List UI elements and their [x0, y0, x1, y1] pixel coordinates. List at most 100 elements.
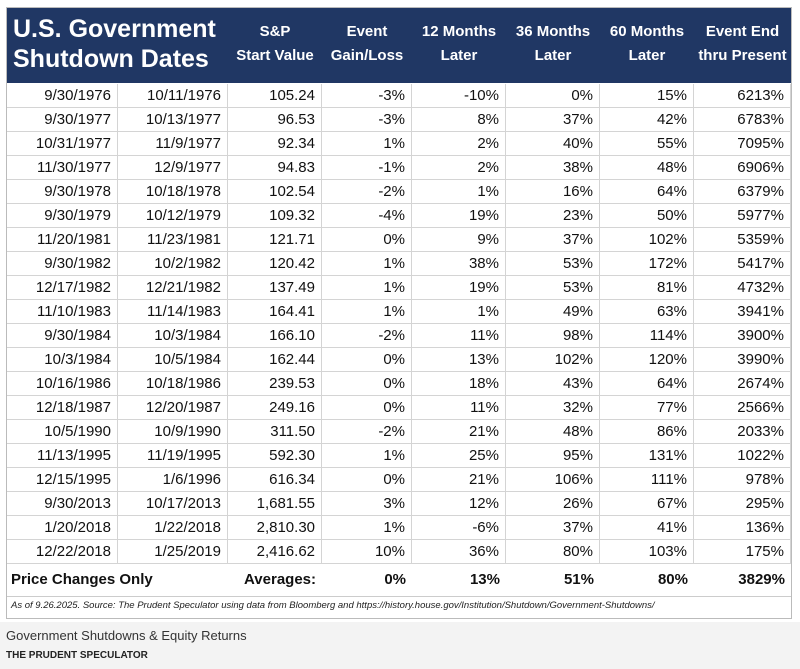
table-cell: -3% — [322, 108, 412, 132]
table-cell: 164.41 — [228, 300, 322, 324]
table-cell: 102.54 — [228, 180, 322, 204]
table-cell: 5417% — [694, 252, 791, 276]
table-cell: 10/16/1986 — [7, 372, 118, 396]
table-cell: 10/12/1979 — [118, 204, 228, 228]
table-cell: 12/15/1995 — [7, 468, 118, 492]
table-cell: 105.24 — [228, 84, 322, 108]
table-cell: 11/19/1995 — [118, 444, 228, 468]
table-cell: 120.42 — [228, 252, 322, 276]
table-cell: 40% — [506, 132, 600, 156]
column-header: S&P Start Value — [228, 8, 322, 83]
table-cell: 10/2/1982 — [118, 252, 228, 276]
table-cell: 13% — [412, 348, 506, 372]
table-cell: 64% — [600, 372, 694, 396]
header-line: Later — [628, 47, 666, 64]
table-cell: 11/23/1981 — [118, 228, 228, 252]
table-cell: 1/20/2018 — [7, 516, 118, 540]
table-cell: 11/10/1983 — [7, 300, 118, 324]
footnote: As of 9.26.2025. Source: The Prudent Spe… — [7, 596, 791, 614]
table-cell: 6783% — [694, 108, 791, 132]
table-cell: 63% — [600, 300, 694, 324]
table-cell: 10/5/1984 — [118, 348, 228, 372]
title-line: U.S. Government — [13, 15, 216, 43]
column-header: 36 Months Later — [506, 8, 600, 83]
table-cell: 12% — [412, 492, 506, 516]
table-title: U.S. Government Shutdown Dates — [7, 8, 228, 83]
table-cell: 10/18/1978 — [118, 180, 228, 204]
table-cell: 12/21/1982 — [118, 276, 228, 300]
table-cell: 21% — [412, 420, 506, 444]
table-cell: 43% — [506, 372, 600, 396]
table-cell: 1022% — [694, 444, 791, 468]
table-cell: 1% — [322, 252, 412, 276]
table-cell: 41% — [600, 516, 694, 540]
header-line: 12 Months — [421, 23, 497, 40]
table-cell: 4732% — [694, 276, 791, 300]
header-line: Gain/Loss — [330, 47, 404, 64]
table-cell: 166.10 — [228, 324, 322, 348]
average-value: 51% — [563, 571, 594, 588]
table-cell: 96.53 — [228, 108, 322, 132]
table-cell: 32% — [506, 396, 600, 420]
table-cell: 94.83 — [228, 156, 322, 180]
table-cell: 114% — [600, 324, 694, 348]
table-cell: 1/6/1996 — [118, 468, 228, 492]
table-cell: 9/30/1979 — [7, 204, 118, 228]
table-cell: 37% — [506, 228, 600, 252]
table-cell: 6906% — [694, 156, 791, 180]
header-line: Start Value — [236, 47, 314, 64]
average-value: 13% — [469, 571, 500, 588]
table-cell: 50% — [600, 204, 694, 228]
table-cell: 11/20/1981 — [7, 228, 118, 252]
table-cell: 1% — [322, 516, 412, 540]
table-cell: 7095% — [694, 132, 791, 156]
table-cell: 2% — [412, 156, 506, 180]
table-cell: 9/30/1978 — [7, 180, 118, 204]
table-cell: 95% — [506, 444, 600, 468]
table-cell: 978% — [694, 468, 791, 492]
table-cell: 25% — [412, 444, 506, 468]
table-cell: 162.44 — [228, 348, 322, 372]
table-cell: 0% — [322, 228, 412, 252]
table-cell: 36% — [412, 540, 506, 564]
table-cell: 616.34 — [228, 468, 322, 492]
table-cell: 2,416.62 — [228, 540, 322, 564]
table-cell: 11/13/1995 — [7, 444, 118, 468]
table-cell: 12/20/1987 — [118, 396, 228, 420]
table-cell: 109.32 — [228, 204, 322, 228]
table-cell: 81% — [600, 276, 694, 300]
table-cell: 6213% — [694, 84, 791, 108]
table-cell: 11/14/1983 — [118, 300, 228, 324]
table-cell: 106% — [506, 468, 600, 492]
table-cell: 98% — [506, 324, 600, 348]
table-cell: 67% — [600, 492, 694, 516]
table-cell: 136% — [694, 516, 791, 540]
table-cell: 11% — [412, 396, 506, 420]
table-cell: 121.71 — [228, 228, 322, 252]
table-cell: 1% — [322, 444, 412, 468]
table-cell: 80% — [506, 540, 600, 564]
table-cell: 1% — [412, 300, 506, 324]
table-cell: 9/30/1977 — [7, 108, 118, 132]
table-cell: 48% — [506, 420, 600, 444]
table-cell: 11% — [412, 324, 506, 348]
table-cell: 1/22/2018 — [118, 516, 228, 540]
table-cell: 0% — [506, 84, 600, 108]
table-cell: 53% — [506, 276, 600, 300]
table-cell: 21% — [412, 468, 506, 492]
table-cell: 175% — [694, 540, 791, 564]
table-cell: 11/9/1977 — [118, 132, 228, 156]
table-cell: 23% — [506, 204, 600, 228]
column-header: 60 Months Later — [600, 8, 694, 83]
table-cell: 92.34 — [228, 132, 322, 156]
table-cell: 239.53 — [228, 372, 322, 396]
table-cell: 6379% — [694, 180, 791, 204]
caption-source: THE PRUDENT SPECULATOR — [6, 650, 148, 661]
table-cell: 53% — [506, 252, 600, 276]
table-cell: 1% — [322, 132, 412, 156]
table-cell: 1% — [412, 180, 506, 204]
table-cell: 111% — [600, 468, 694, 492]
table-cell: 12/22/2018 — [7, 540, 118, 564]
table-cell: 16% — [506, 180, 600, 204]
table-cell: 10/11/1976 — [118, 84, 228, 108]
